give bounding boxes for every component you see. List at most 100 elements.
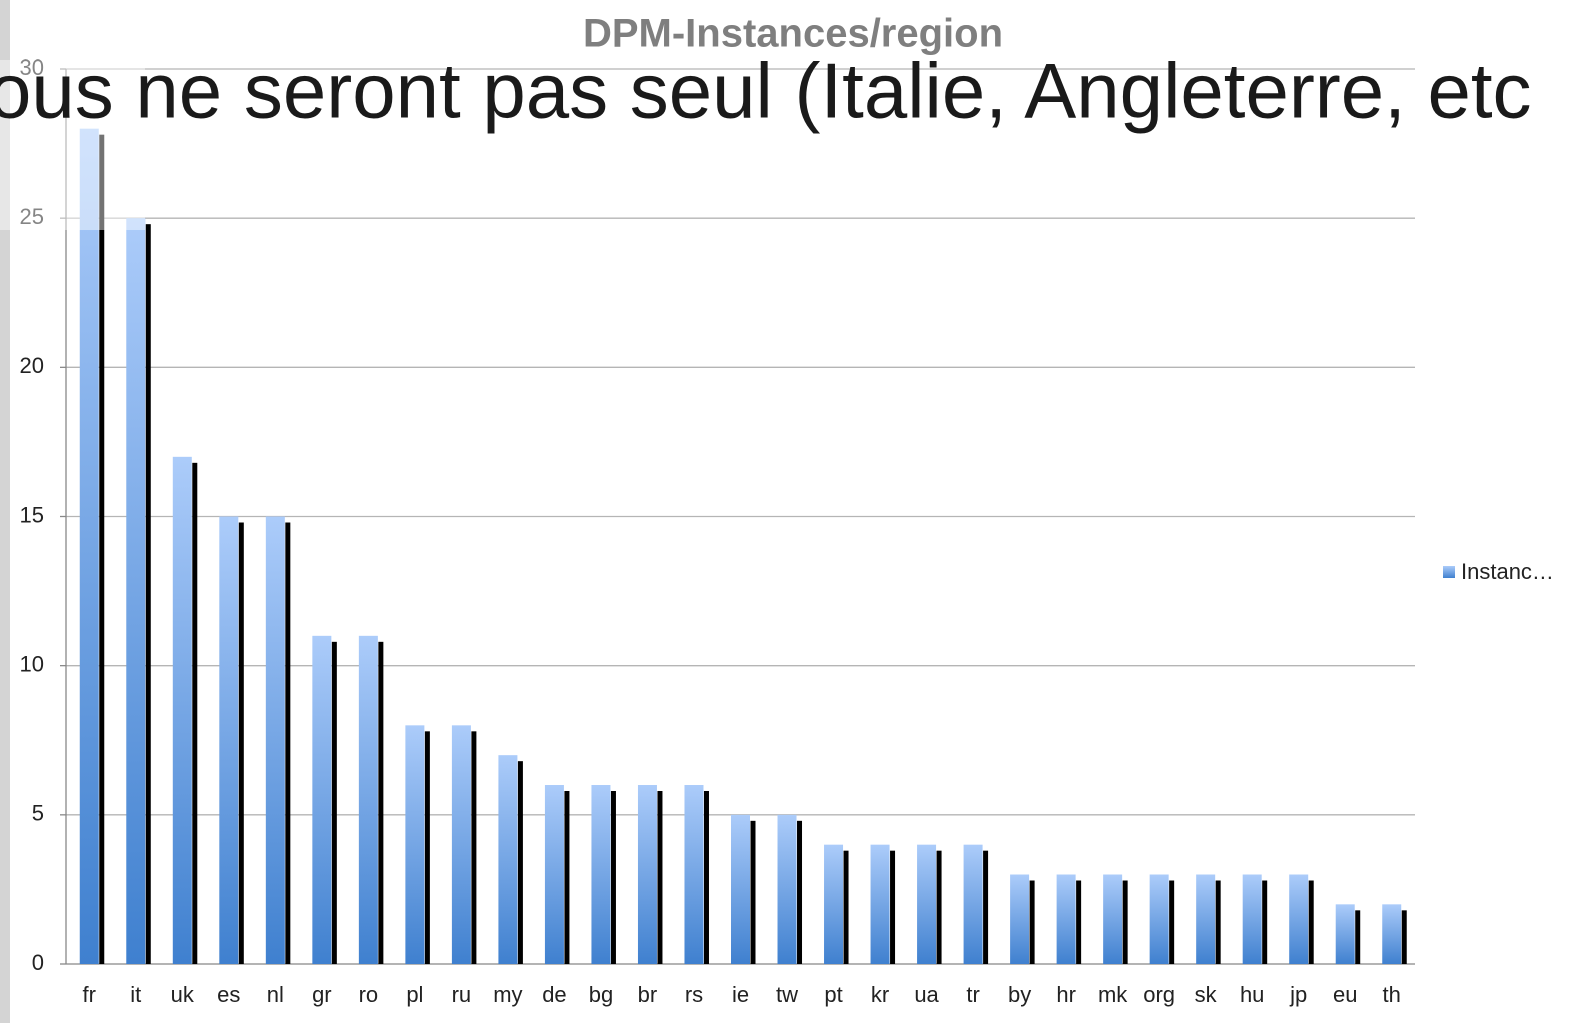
bar-shadow — [750, 820, 756, 964]
bar — [1010, 874, 1030, 964]
x-tick-label: hr — [1056, 982, 1076, 1007]
x-tick-label: pl — [406, 982, 423, 1007]
y-tick-label: 15 — [20, 502, 44, 527]
bar-shadow — [936, 850, 942, 964]
bar-shadow — [657, 791, 663, 964]
x-tick-label: gr — [312, 982, 332, 1007]
x-tick-label: hu — [1240, 982, 1264, 1007]
x-tick-label: th — [1383, 982, 1401, 1007]
bar — [544, 785, 564, 964]
bar-shadow — [285, 522, 291, 964]
x-tick-label: kr — [871, 982, 889, 1007]
x-tick-label: by — [1008, 982, 1031, 1007]
bar — [312, 635, 332, 964]
bar — [451, 725, 471, 964]
bar — [637, 785, 657, 964]
x-tick-label: eu — [1333, 982, 1357, 1007]
overlay-box — [0, 60, 145, 230]
x-tick-label: fr — [83, 982, 96, 1007]
bar-shadow — [99, 134, 105, 964]
legend-swatch — [1443, 566, 1455, 578]
overlay-text: ous ne seront pas seul (Italie, Angleter… — [0, 47, 1532, 135]
bar — [126, 218, 146, 964]
bar — [1196, 874, 1216, 964]
x-tick-label: ru — [452, 982, 472, 1007]
bar-shadow — [797, 820, 803, 964]
x-tick-label: my — [493, 982, 522, 1007]
bar-shadow — [1215, 880, 1221, 964]
y-tick-label: 0 — [32, 950, 44, 975]
bar — [172, 456, 192, 964]
bar — [684, 785, 704, 964]
bar — [591, 785, 611, 964]
y-tick-label: 30 — [20, 55, 44, 80]
x-tick-label: de — [542, 982, 566, 1007]
y-tick-label: 25 — [20, 204, 44, 229]
x-tick-label: bg — [589, 982, 613, 1007]
bar — [963, 844, 983, 964]
bar-shadow — [1029, 880, 1035, 964]
x-tick-label: tr — [966, 982, 979, 1007]
bar-shadow — [890, 850, 896, 964]
bar — [498, 755, 518, 964]
x-tick-label: it — [130, 982, 141, 1007]
x-tick-label: es — [217, 982, 240, 1007]
bar — [358, 635, 378, 964]
bar-shadow — [145, 224, 151, 964]
y-tick-label: 10 — [20, 651, 44, 676]
x-tick-label: nl — [267, 982, 284, 1007]
bar-shadow — [1122, 880, 1128, 964]
bar-shadow — [238, 522, 244, 964]
bar — [405, 725, 425, 964]
bar-shadow — [424, 731, 430, 964]
bar — [1103, 874, 1123, 964]
bar-shadow — [843, 850, 849, 964]
bar — [1382, 904, 1402, 964]
bar-shadow — [378, 641, 384, 964]
bar — [1056, 874, 1076, 964]
chart-title: DPM-Instances/region — [583, 12, 1003, 56]
bar — [777, 814, 797, 964]
bar — [824, 844, 844, 964]
x-tick-label: ro — [359, 982, 379, 1007]
bar-shadow — [1308, 880, 1314, 964]
bar-shadow — [1355, 910, 1361, 964]
x-tick-label: mk — [1098, 982, 1128, 1007]
x-tick-label: rs — [685, 982, 703, 1007]
plot-area: 0 5 10 15 20 25 30 fr it uk es nl gr ro pl ru my de bg br rs… — [20, 55, 1554, 1007]
side-strip — [0, 0, 10, 1023]
bar — [265, 516, 285, 964]
bar — [1242, 874, 1262, 964]
bar-shadow — [1076, 880, 1082, 964]
bar — [870, 844, 890, 964]
x-tick-label: tw — [776, 982, 798, 1007]
x-tick-label: sk — [1195, 982, 1218, 1007]
bar-shadow — [1401, 910, 1407, 964]
bar-shadow — [331, 641, 337, 964]
bar-shadow — [610, 791, 616, 964]
bar-shadow — [517, 761, 523, 964]
bar-shadow — [564, 791, 570, 964]
x-tick-label: pt — [824, 982, 842, 1007]
x-tick-label: ie — [732, 982, 749, 1007]
bar — [219, 516, 239, 964]
x-tick-label: br — [638, 982, 658, 1007]
x-tick-label: org — [1143, 982, 1175, 1007]
bar-shadow — [471, 731, 477, 964]
bar — [1289, 874, 1309, 964]
legend-label: Instanc… — [1461, 559, 1554, 584]
y-tick-label: 20 — [20, 353, 44, 378]
bar — [731, 814, 750, 964]
y-tick-label: 5 — [32, 801, 44, 826]
x-tick-label: uk — [171, 982, 195, 1007]
bar — [1335, 904, 1355, 964]
bar-shadow — [983, 850, 989, 964]
bar-shadow — [1169, 880, 1175, 964]
bar — [79, 128, 99, 964]
bar — [917, 844, 937, 964]
x-tick-label: jp — [1289, 982, 1307, 1007]
bar — [1149, 874, 1169, 964]
x-tick-label: ua — [914, 982, 939, 1007]
